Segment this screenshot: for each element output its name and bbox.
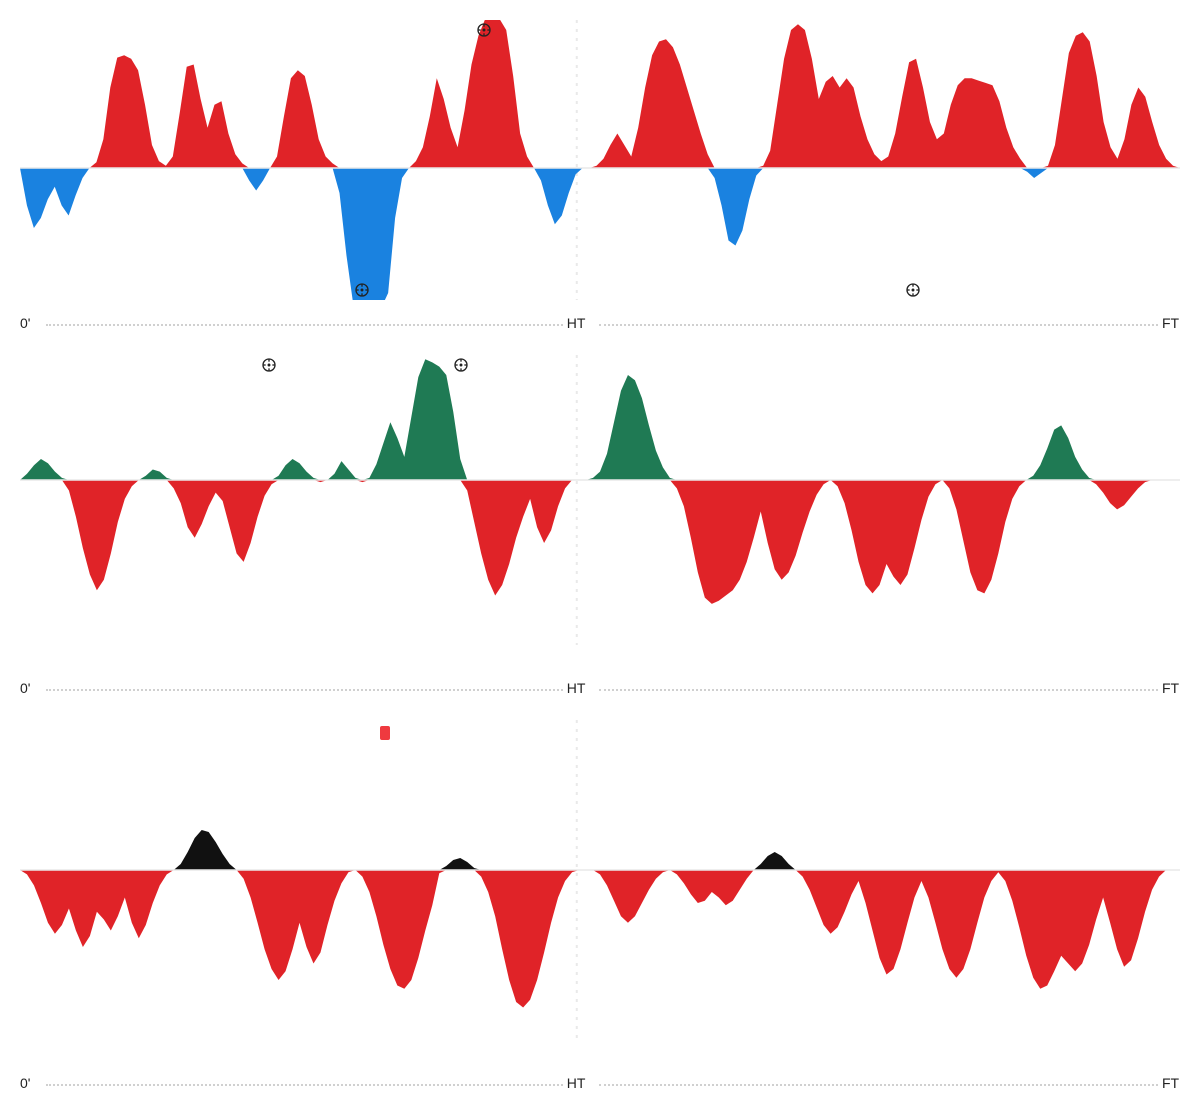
bottom-area <box>20 168 1180 300</box>
axis-label-ft: FT <box>1162 315 1179 331</box>
time-axis: 0' HT FT <box>0 315 1200 335</box>
momentum-chart-1 <box>0 20 1200 300</box>
axis-dots <box>599 1084 1158 1088</box>
axis-label-ft: FT <box>1162 1075 1179 1091</box>
chart-svg <box>0 20 1200 300</box>
axis-dots <box>46 1084 563 1088</box>
time-axis: 0' HT FT <box>0 680 1200 700</box>
top-area <box>20 359 1180 480</box>
goal-icon <box>354 282 370 298</box>
axis-label-ht: HT <box>567 315 586 331</box>
bottom-area <box>20 870 1180 1008</box>
chart-svg <box>0 355 1200 645</box>
red-card-icon <box>380 726 390 740</box>
axis-dots <box>599 324 1158 328</box>
axis-label-ht: HT <box>567 680 586 696</box>
goal-icon <box>261 357 277 373</box>
axis-label-start: 0' <box>20 680 30 696</box>
page-root: 0' HT FT 0' HT FT 0' HT FT <box>0 0 1200 1111</box>
top-area <box>20 830 1180 870</box>
goal-icon <box>905 282 921 298</box>
axis-dots <box>599 689 1158 693</box>
top-area <box>20 20 1180 168</box>
chart-svg <box>0 720 1200 1040</box>
axis-label-start: 0' <box>20 1075 30 1091</box>
axis-label-ft: FT <box>1162 680 1179 696</box>
time-axis: 0' HT FT <box>0 1075 1200 1095</box>
momentum-chart-3 <box>0 720 1200 1040</box>
axis-label-start: 0' <box>20 315 30 331</box>
momentum-chart-2 <box>0 355 1200 645</box>
axis-label-ht: HT <box>567 1075 586 1091</box>
axis-dots <box>46 689 563 693</box>
axis-dots <box>46 324 563 328</box>
goal-icon <box>453 357 469 373</box>
goal-icon <box>476 22 492 38</box>
bottom-area <box>20 480 1180 604</box>
